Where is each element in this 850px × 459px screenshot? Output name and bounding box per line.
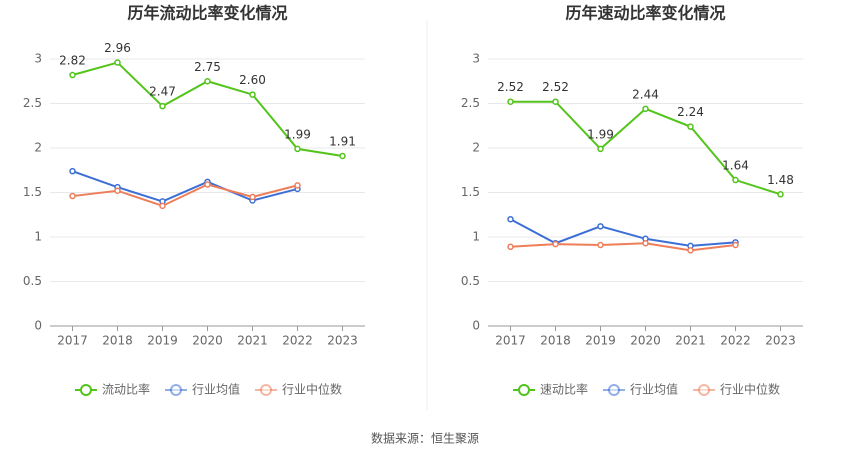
- y-tick-label: 3: [34, 52, 42, 66]
- chart-title: 历年流动比率变化情况: [127, 4, 287, 23]
- y-tick-label: 1: [34, 230, 42, 244]
- data-label: 2.96: [104, 41, 131, 55]
- x-tick-label: 2018: [540, 334, 571, 348]
- data-label: 1.99: [284, 127, 311, 141]
- y-tick-label: 0.5: [23, 274, 42, 288]
- point: [552, 240, 559, 248]
- legend-label: 行业均值: [192, 382, 240, 397]
- chart-title: 历年速动比率变化情况: [565, 4, 725, 23]
- x-tick-label: 2023: [327, 334, 358, 348]
- point: [507, 98, 514, 105]
- point: [507, 243, 514, 251]
- x-tick-label: 2019: [585, 334, 616, 348]
- y-tick-label: 0: [34, 319, 42, 333]
- y-tick-label: 2: [472, 141, 480, 155]
- legend-marker: [170, 384, 182, 396]
- data-label: 2.52: [542, 80, 569, 94]
- series-line: [72, 170, 298, 203]
- point: [687, 247, 694, 254]
- data-label: 1.99: [587, 127, 614, 141]
- data-label: 2.60: [239, 73, 266, 87]
- y-tick-label: 2.5: [461, 96, 480, 110]
- point: [114, 187, 121, 194]
- point: [114, 59, 121, 66]
- point: [732, 241, 739, 249]
- point: [159, 202, 166, 210]
- data-label: 2.24: [677, 105, 704, 119]
- point: [69, 71, 76, 79]
- data-label: 2.75: [194, 60, 221, 74]
- x-tick-label: 2023: [765, 334, 796, 348]
- point: [249, 91, 256, 98]
- y-tick-label: 1.5: [461, 185, 480, 199]
- legend-label: 流动比率: [102, 382, 150, 397]
- y-tick-label: 1: [472, 230, 480, 244]
- series-line: [72, 61, 343, 157]
- data-label: 2.52: [497, 80, 524, 94]
- point: [204, 78, 211, 85]
- legend-marker: [260, 384, 272, 396]
- legend-marker: [608, 384, 620, 396]
- point: [159, 102, 166, 110]
- legend-marker: [80, 384, 92, 396]
- point: [642, 239, 649, 247]
- point: [69, 167, 76, 175]
- y-tick-label: 0: [472, 319, 480, 333]
- legend-label: 行业均值: [630, 382, 678, 397]
- x-tick-label: 2020: [630, 334, 661, 348]
- point: [687, 123, 694, 130]
- data-label: 1.64: [722, 159, 749, 173]
- source: 数据来源：恒生聚源: [371, 431, 479, 446]
- y-tick-label: 0.5: [461, 274, 480, 288]
- point: [69, 192, 76, 200]
- x-tick-label: 2018: [102, 334, 133, 348]
- series-line: [510, 218, 736, 247]
- x-tick-label: 2019: [147, 334, 178, 348]
- point: [294, 182, 301, 189]
- point: [204, 181, 211, 188]
- y-tick-label: 3: [472, 52, 480, 66]
- series-line: [72, 183, 298, 207]
- point: [249, 193, 256, 201]
- x-tick-label: 2022: [720, 334, 751, 348]
- point: [552, 98, 559, 105]
- data-label: 2.44: [632, 87, 659, 101]
- x-tick-label: 2022: [282, 334, 313, 348]
- legend-label: 速动比率: [540, 382, 588, 397]
- legend-marker: [698, 384, 710, 396]
- x-tick-label: 2017: [57, 334, 88, 348]
- point: [339, 152, 346, 160]
- point: [732, 176, 739, 184]
- y-tick-label: 2: [34, 141, 42, 155]
- point: [597, 145, 604, 153]
- legend-marker: [518, 384, 530, 396]
- point: [597, 241, 604, 249]
- x-tick-label: 2017: [495, 334, 526, 348]
- point: [597, 223, 604, 230]
- data-label: 2.82: [59, 54, 86, 68]
- legend-label: 行业中位数: [282, 382, 342, 397]
- legend-label: 行业中位数: [720, 382, 780, 397]
- x-tick-label: 2021: [237, 334, 268, 348]
- y-tick-label: 2.5: [23, 96, 42, 110]
- point: [642, 105, 649, 113]
- x-tick-label: 2020: [192, 334, 223, 348]
- y-tick-label: 1.5: [23, 185, 42, 199]
- point: [507, 215, 514, 223]
- data-label: 1.91: [329, 135, 356, 149]
- series-line: [510, 242, 736, 252]
- data-label: 2.47: [149, 85, 176, 99]
- data-label: 1.48: [767, 173, 794, 187]
- x-tick-label: 2021: [675, 334, 706, 348]
- point: [777, 191, 784, 198]
- point: [294, 145, 301, 153]
